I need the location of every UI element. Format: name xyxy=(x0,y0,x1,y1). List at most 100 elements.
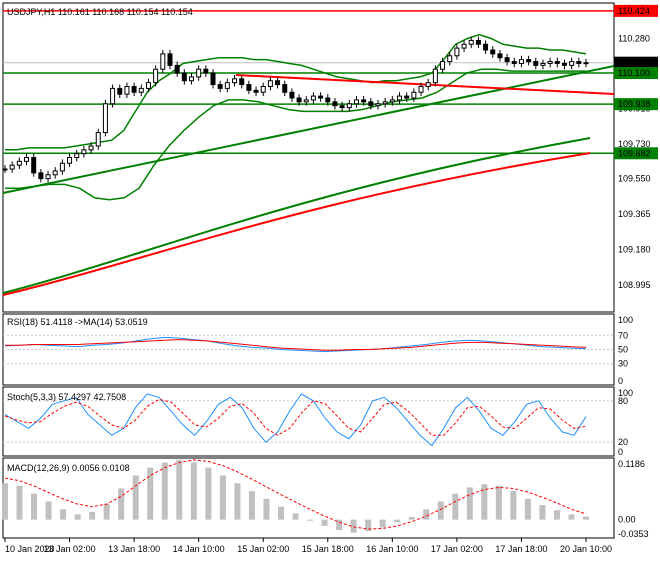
macd-bar-20 xyxy=(292,513,299,520)
candle-body-55 xyxy=(397,95,403,101)
candle-body-79 xyxy=(569,61,575,66)
tick-label-2-3: 0 xyxy=(618,447,623,457)
level-label-bg-2 xyxy=(614,67,658,80)
candle-body-12 xyxy=(88,145,94,151)
macd-bar-32 xyxy=(466,487,473,520)
macd-bar-21 xyxy=(307,519,314,521)
candle-body-22 xyxy=(160,53,166,70)
candle-body-54 xyxy=(389,99,395,103)
candle-body-34 xyxy=(246,84,252,91)
macd-bar-40 xyxy=(583,516,589,520)
macd-bar-39 xyxy=(568,514,575,520)
candle-body-51 xyxy=(368,101,374,107)
candle-body-3 xyxy=(24,157,30,162)
candle-body-46 xyxy=(332,101,338,107)
macd-bar-31 xyxy=(452,493,459,520)
tick-label-1-1: 70 xyxy=(618,330,628,340)
candle-body-43 xyxy=(310,95,316,101)
candle-body-41 xyxy=(296,97,302,103)
candle-body-72 xyxy=(518,59,524,64)
candle-body-7 xyxy=(52,170,58,176)
macd-bar-24 xyxy=(350,519,357,533)
macd-bar-38 xyxy=(553,510,560,520)
candle-body-40 xyxy=(289,91,295,99)
macd-bar-8 xyxy=(118,488,125,520)
main-price-panel: 110.280110.100109.915109.730109.550109.3… xyxy=(2,2,658,313)
level-label-4: 109.682 xyxy=(618,148,651,158)
long-ma-green xyxy=(2,137,591,294)
candle-body-52 xyxy=(375,103,381,107)
macd-bar-25 xyxy=(365,519,372,532)
macd-bar-4 xyxy=(60,509,67,520)
candle-body-10 xyxy=(74,153,80,158)
candle-body-23 xyxy=(167,53,173,66)
trendline-green xyxy=(2,65,615,194)
candle-body-19 xyxy=(138,87,144,93)
candle-body-26 xyxy=(188,76,194,82)
candle-body-13 xyxy=(95,132,101,147)
candle-body-20 xyxy=(145,82,151,89)
tick-label-2-0: 100 xyxy=(618,388,633,398)
price-tick-label-6: 109.365 xyxy=(618,209,651,219)
candle-body-70 xyxy=(504,57,510,63)
level-label-2: 110.100 xyxy=(618,68,650,78)
candle-body-76 xyxy=(547,61,553,64)
macd-bar-3 xyxy=(45,501,52,520)
candle-body-1 xyxy=(9,164,15,170)
bollinger-upper-band xyxy=(5,33,587,151)
candle-body-38 xyxy=(275,80,281,86)
candle-body-69 xyxy=(497,53,503,59)
level-label-bg-3 xyxy=(614,98,658,111)
level-label-bg-4 xyxy=(614,147,658,160)
candle-body-17 xyxy=(124,85,130,95)
candle-body-65 xyxy=(468,39,474,45)
macd-bar-10 xyxy=(147,467,154,520)
series-line-1-1 xyxy=(5,339,587,351)
tick-label-2-1: 80 xyxy=(618,396,628,406)
candle-body-77 xyxy=(554,61,560,64)
macd-bar-19 xyxy=(277,506,284,520)
candle-body-78 xyxy=(561,62,567,66)
macd-bar-18 xyxy=(263,498,270,520)
candle-body-16 xyxy=(117,87,123,95)
candle-body-31 xyxy=(224,82,230,89)
candle-body-4 xyxy=(31,157,37,174)
candle-body-39 xyxy=(282,84,288,93)
macd-bar-27 xyxy=(394,519,401,523)
macd-bar-7 xyxy=(103,504,110,520)
candle-body-58 xyxy=(418,85,424,93)
time-tick-label-8: 17 Jan 18:00 xyxy=(495,544,547,554)
candle-body-67 xyxy=(483,43,489,51)
time-tick-label-7: 17 Jan 02:00 xyxy=(431,544,483,554)
macd-bar-29 xyxy=(423,509,430,520)
candle-body-11 xyxy=(81,149,87,155)
macd-bar-5 xyxy=(74,514,81,520)
macd-bar-13 xyxy=(190,462,197,520)
time-tick-label-0: 10 Jan 2020 xyxy=(5,544,55,554)
time-tick-label-2: 13 Jan 18:00 xyxy=(108,544,160,554)
tick-label-1-4: 0 xyxy=(618,376,623,386)
candle-body-63 xyxy=(454,47,460,57)
macd-bar-9 xyxy=(132,475,139,520)
candle-body-15 xyxy=(110,87,116,105)
candle-body-2 xyxy=(16,160,22,166)
candle-body-56 xyxy=(404,95,410,99)
time-tick-label-5: 15 Jan 18:00 xyxy=(302,544,354,554)
series-line-1-0 xyxy=(4,336,587,353)
candle-body-25 xyxy=(181,72,187,82)
macd-bar-36 xyxy=(524,498,531,520)
candle-body-18 xyxy=(131,85,137,93)
candle-body-73 xyxy=(526,59,532,63)
macd-bar-6 xyxy=(89,511,96,520)
rsi-panel: 100 70 50 30 0 xyxy=(2,313,633,386)
time-tick-label-3: 14 Jan 10:00 xyxy=(173,544,225,554)
tick-label-1-0: 100 xyxy=(618,315,633,325)
candle-body-80 xyxy=(576,61,582,64)
candle-body-24 xyxy=(174,64,180,74)
candle-body-64 xyxy=(461,43,467,49)
candle-body-61 xyxy=(440,61,446,70)
trendline-red xyxy=(235,74,615,95)
candle-body-75 xyxy=(540,62,546,66)
series-line-2-1 xyxy=(4,398,587,436)
